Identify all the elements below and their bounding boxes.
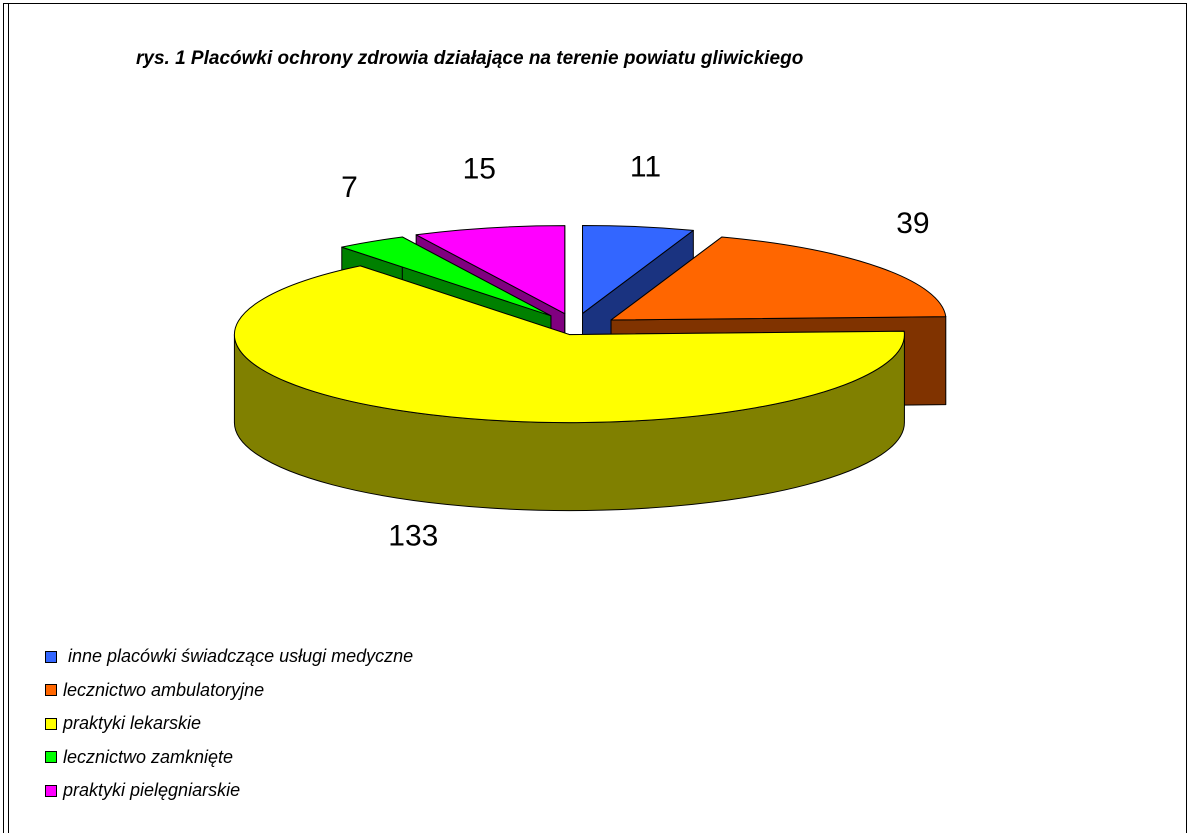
legend-item: lecznictwo ambulatoryjne (45, 674, 413, 708)
legend-item: praktyki lekarskie (45, 707, 413, 741)
chart-title: rys. 1 Placówki ochrony zdrowia działają… (136, 48, 804, 69)
data-label: 11 (630, 151, 661, 184)
legend-item: praktyki pielęgniarskie (45, 774, 413, 808)
slice-top (582, 224, 694, 314)
legend-label: lecznictwo ambulatoryjne (63, 679, 265, 700)
legend: inne placówki świadczące usługi medyczne… (45, 640, 413, 808)
frame (3, 3, 1187, 833)
data-label: 7 (341, 171, 358, 204)
pie-slice (233, 265, 905, 512)
legend-label: praktyki lekarskie (63, 713, 202, 734)
legend-swatch (45, 751, 57, 764)
slice-top (415, 225, 566, 315)
legend-item: inne placówki świadczące usługi medyczne (45, 640, 413, 674)
slice-top (233, 265, 905, 424)
legend-label: inne placówki świadczące usługi medyczne (63, 646, 414, 667)
frame-line (8, 3, 9, 833)
data-label: 15 (463, 152, 496, 185)
legend-swatch (45, 717, 57, 730)
data-label: 133 (388, 520, 438, 553)
legend-swatch (45, 650, 57, 663)
legend-label: praktyki pielęgniarskie (63, 780, 241, 801)
legend-label: lecznictwo zamknięte (63, 746, 234, 767)
legend-item: lecznictwo zamknięte (45, 741, 413, 775)
data-label: 39 (896, 207, 929, 240)
legend-swatch (45, 784, 57, 797)
slice-top (341, 236, 552, 317)
legend-swatch (45, 684, 57, 697)
slice-top (610, 236, 947, 321)
